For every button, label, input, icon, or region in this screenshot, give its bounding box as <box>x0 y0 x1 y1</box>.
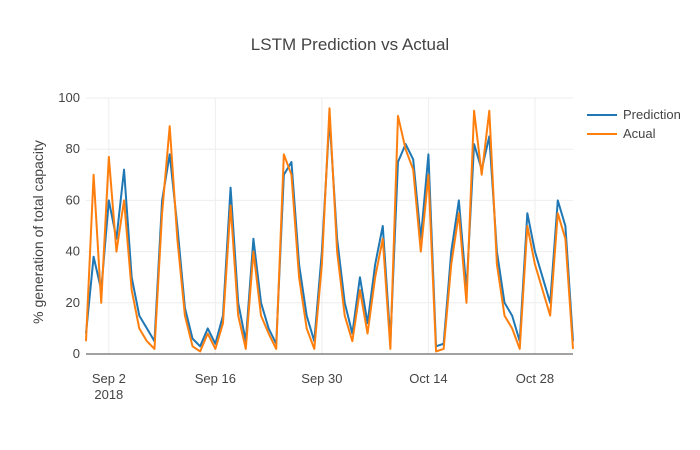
series-line-0 <box>85 117 574 348</box>
y-tick-label: 60 <box>66 192 80 207</box>
y-tick-label: 100 <box>58 90 80 105</box>
x-tick-label: Oct 14 <box>409 371 447 386</box>
legend[interactable]: Prediction Acual <box>587 107 681 141</box>
x-tick-label: Sep 2 <box>92 371 126 386</box>
series-line-1 <box>85 107 574 353</box>
legend-label: Prediction <box>623 107 681 122</box>
y-tick-label: 0 <box>73 346 80 361</box>
x-tick-label: Sep 16 <box>195 371 236 386</box>
y-tick-label: 40 <box>66 244 80 259</box>
legend-label: Acual <box>623 126 656 141</box>
legend-item-1[interactable]: Acual <box>587 126 656 141</box>
grid <box>86 97 573 354</box>
x-tick-sublabel: 2018 <box>94 387 123 402</box>
y-tick-label: 20 <box>66 295 80 310</box>
x-tick-label: Oct 28 <box>516 371 554 386</box>
plot-area <box>85 107 574 353</box>
legend-item-0[interactable]: Prediction <box>587 107 681 122</box>
y-axis-ticks: 0 20 40 60 80 100 <box>58 90 80 361</box>
x-tick-label: Sep 30 <box>301 371 342 386</box>
y-axis-label: % generation of total capacity <box>30 140 46 324</box>
y-tick-label: 80 <box>66 141 80 156</box>
chart-title: LSTM Prediction vs Actual <box>251 35 449 54</box>
